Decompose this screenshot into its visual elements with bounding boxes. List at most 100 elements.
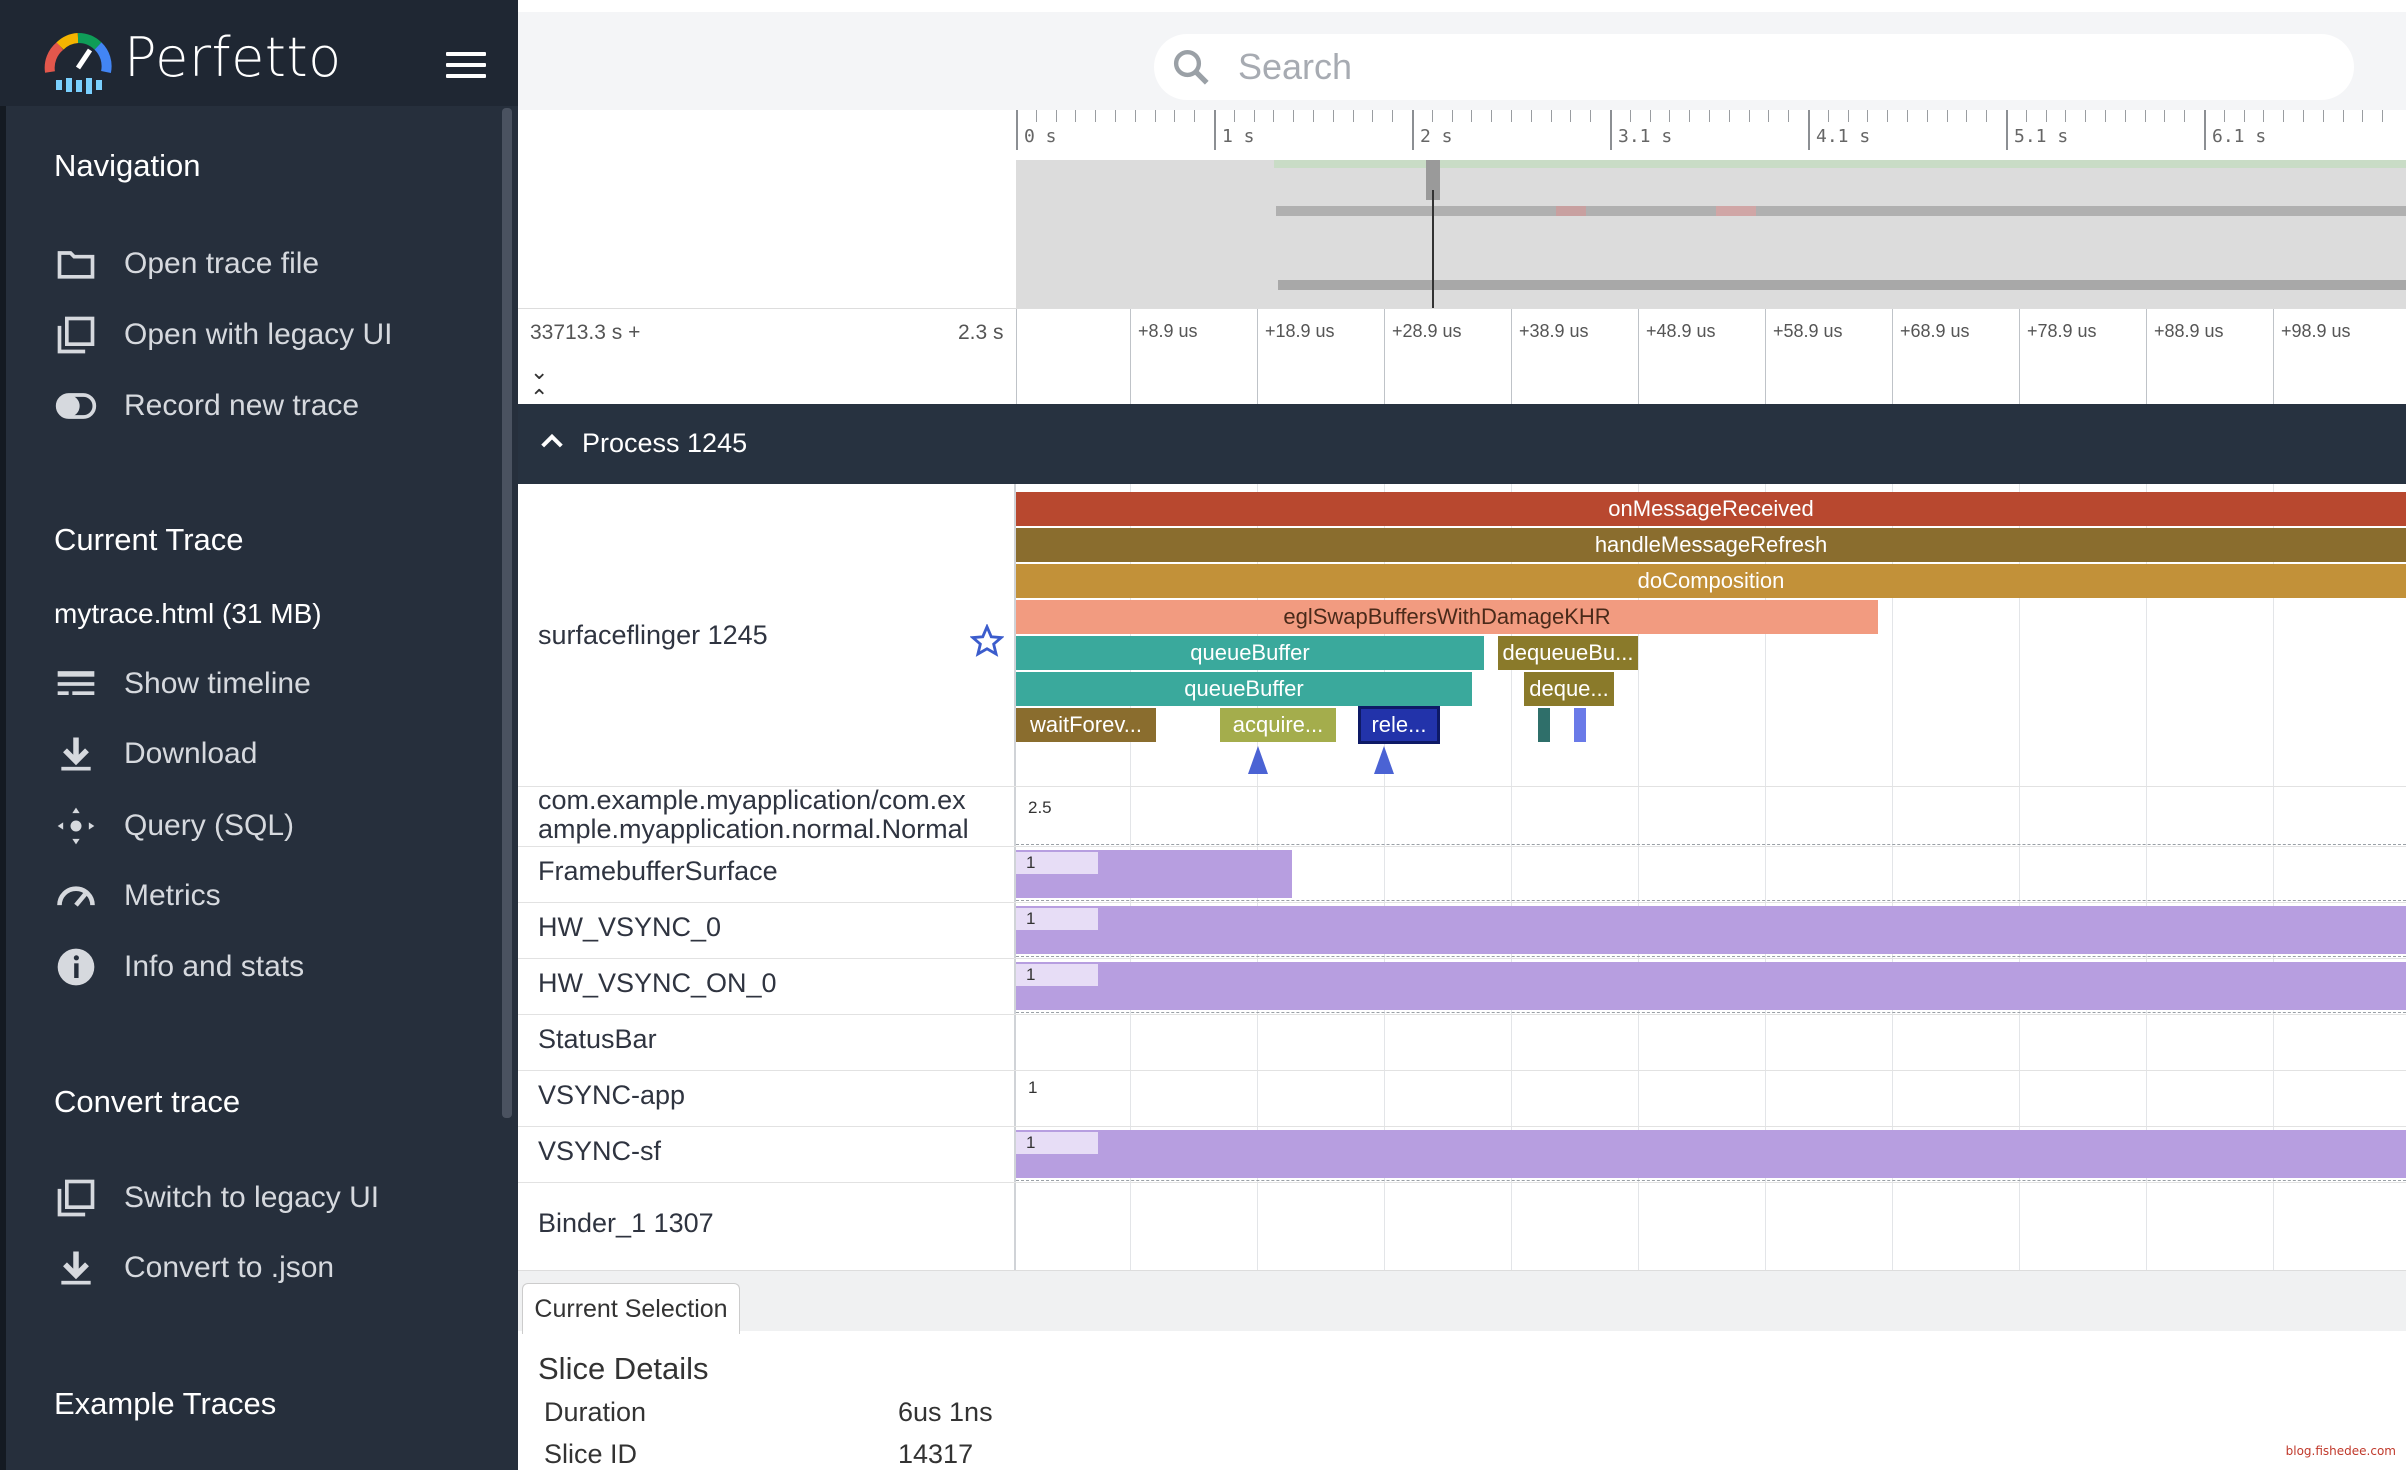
slice-queue-buffer[interactable]: queueBuffer [1016, 636, 1484, 670]
slice-on-message-received[interactable]: onMessageReceived [1016, 492, 2406, 526]
time-tick-label: +48.9 us [1646, 321, 1716, 341]
slice-wait-forever[interactable]: waitForev... [1016, 708, 1156, 742]
track-separator [518, 846, 2406, 847]
counter-value: 2.5 [1028, 798, 1052, 817]
slice-release-selected[interactable]: rele... [1358, 706, 1440, 744]
time-tick-label: +98.9 us [2281, 321, 2351, 341]
nav-show-timeline[interactable]: Show timeline [54, 654, 311, 714]
nav-open-trace-file[interactable]: Open trace file [54, 234, 319, 294]
overview-minor-tick [2243, 110, 2245, 122]
nav-query-sql[interactable]: Query (SQL) [54, 796, 294, 856]
nav-record-new-trace[interactable]: Record new trace [54, 376, 359, 436]
info-icon [57, 948, 95, 986]
nav-label: Info and stats [124, 950, 305, 983]
nav-metrics[interactable]: Metrics [54, 866, 221, 926]
section-title-convert-trace: Convert trace [54, 1084, 241, 1119]
time-tick-label: +18.9 us [1265, 321, 1335, 341]
filter-none-icon [57, 1179, 95, 1217]
counter-bar[interactable] [1016, 906, 2406, 954]
overview-minor-tick [1332, 110, 1334, 122]
counter-bar[interactable] [1016, 962, 2406, 1010]
nav-download[interactable]: Download [54, 724, 257, 784]
nav-label: Download [124, 737, 258, 770]
overview-minor-tick [2045, 110, 2047, 122]
slice-small-teal[interactable] [1538, 708, 1550, 742]
counter-baseline [1016, 900, 2406, 901]
track-separator [518, 1182, 2406, 1183]
detail-value-slice-id: 14317 [898, 1439, 974, 1469]
nav-convert-json[interactable]: Convert to .json [54, 1238, 334, 1298]
perfetto-logo-icon [44, 33, 112, 94]
track-separator [518, 1126, 2406, 1127]
overview-minimap[interactable] [1016, 160, 2406, 308]
sidebar: Perfetto Navigation Open trace file Open… [0, 0, 518, 1470]
overview-minor-tick [1115, 110, 1116, 122]
counter-baseline [1016, 844, 2406, 845]
time-tick [1384, 309, 1385, 405]
sidebar-scrollbar[interactable] [502, 108, 512, 1118]
grid-line [1384, 484, 1385, 1270]
toggle-icon [55, 393, 97, 419]
slice-small-blue[interactable] [1574, 708, 1586, 742]
menu-icon[interactable] [446, 52, 486, 80]
nav-open-legacy-ui[interactable]: Open with legacy UI [54, 305, 392, 365]
overview-minor-tick [1768, 110, 1770, 122]
download-icon [61, 1251, 91, 1285]
counter-baseline [1016, 956, 2406, 957]
overview-minor-tick [1253, 110, 1255, 122]
track-name-vsync-app: VSYNC-app [538, 1080, 686, 1110]
overview-minor-tick [1550, 110, 1552, 122]
overview-minor-tick [2263, 110, 2265, 122]
search-box[interactable] [1154, 34, 2354, 100]
slice-queue-buffer-inner[interactable]: queueBuffer [1016, 672, 1472, 706]
overview-left-pad [518, 160, 1016, 308]
time-tick [1130, 309, 1131, 405]
track-separator [518, 1014, 2406, 1015]
overview-minor-tick [2303, 110, 2304, 122]
slice-handle-message-refresh[interactable]: handleMessageRefresh [1016, 528, 2406, 562]
overview-tick-label: 6.1 s [2212, 126, 2267, 147]
chevron-up-icon[interactable] [536, 426, 568, 458]
overview-minor-tick [1926, 110, 1928, 122]
overview-minor-tick [2025, 110, 2027, 122]
overview-minor-tick [1946, 110, 1948, 122]
overview-minor-tick [2105, 110, 2106, 122]
filter-none-icon [57, 316, 95, 354]
nav-switch-legacy-ui[interactable]: Switch to legacy UI [54, 1168, 379, 1228]
star-icon[interactable] [970, 624, 1004, 658]
collapse-all-icon[interactable]: ⌄ ⌃ [530, 359, 549, 410]
overview-minor-tick [1233, 110, 1235, 122]
slice-do-composition[interactable]: doComposition [1016, 564, 2406, 598]
slice-dequeue-buffer[interactable]: dequeueBu... [1498, 636, 1638, 670]
details-panel: Current Selection Slice Details Duration… [518, 1270, 2406, 1471]
track-shell-divider [1014, 484, 1016, 1270]
search-input[interactable] [1236, 45, 2240, 89]
tab-current-selection[interactable]: Current Selection [522, 1283, 740, 1334]
grid-line [2273, 484, 2274, 1270]
time-offset: 33713.3 s + [530, 321, 641, 344]
time-tick [1765, 309, 1766, 405]
overview-minor-tick [1392, 110, 1394, 122]
overview-tick [2006, 110, 2008, 150]
track-name-normal-activity: com.example.myapplication/com.example.my… [538, 785, 969, 844]
overview-tick-label: 5.1 s [2014, 126, 2069, 147]
nav-info-and-stats[interactable]: Info and stats [54, 937, 304, 997]
slice-acquire[interactable]: acquire... [1220, 708, 1336, 742]
counter-bar[interactable] [1016, 1130, 2406, 1178]
main-area: 0 s 1 s 2 s 3.1 s 4.1 s 5.1 s 6.1 s 33713.3 s … [518, 0, 2406, 1471]
slice-dequeue[interactable]: deque... [1524, 672, 1614, 706]
brand-header: Perfetto [0, 0, 518, 106]
detail-key-slice-id: Slice ID [544, 1439, 638, 1469]
overview-tick-label: 0 s [1024, 126, 1057, 147]
time-span: 2.3 s [958, 321, 1004, 344]
overview-minor-tick [2065, 110, 2067, 122]
nav-label: Convert to .json [124, 1251, 335, 1284]
detail-value-duration: 6us 1ns [898, 1397, 993, 1427]
time-tick [2273, 309, 2274, 405]
process-header[interactable]: Process 1245 [518, 404, 2406, 484]
download-icon [61, 737, 91, 771]
track-separator [518, 1070, 2406, 1071]
overview-minor-tick [1530, 110, 1532, 122]
slice-egl-swap-buffers[interactable]: eglSwapBuffersWithDamageKHR [1016, 600, 1878, 634]
track-name-hw-vsync-0: HW_VSYNC_0 [538, 912, 722, 942]
